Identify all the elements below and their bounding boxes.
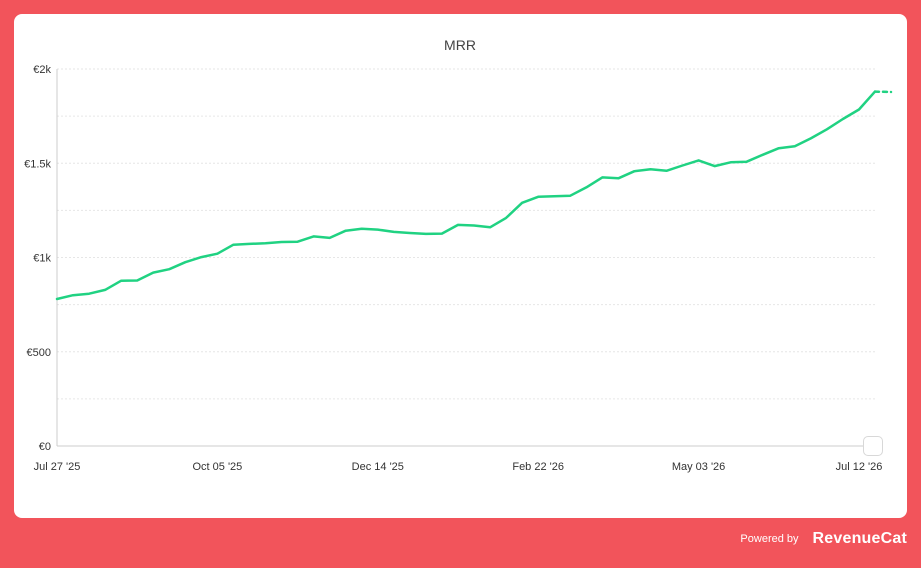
x-tick-label: May 03 '26: [672, 461, 725, 473]
mrr-series-line: [55, 90, 877, 301]
x-tick-label: Oct 05 '25: [192, 461, 242, 473]
chart-resize-handle[interactable]: [863, 436, 883, 456]
x-tick-label: Dec 14 '25: [352, 461, 404, 473]
footer: Powered by RevenueCat: [740, 530, 907, 548]
y-tick-label: €0: [39, 441, 51, 453]
mrr-chart: MRR €0 €500 €1k €1.5k €2k Jul 27 '25 Oct 05 '…: [24, 37, 893, 473]
x-tick-label: Feb 22 '26: [512, 461, 564, 473]
y-tick-label: €500: [27, 347, 51, 359]
y-tick-label: €2k: [33, 64, 51, 76]
revenuecat-logo[interactable]: RevenueCat: [812, 530, 907, 547]
y-tick-label: €1k: [33, 253, 51, 265]
x-tick-label: Jul 12 '26: [836, 461, 883, 473]
powered-by-label: Powered by: [740, 533, 799, 545]
chart-card: MRR €0 €500 €1k €1.5k €2k Jul 27 '25 Oct 05 '…: [14, 14, 907, 518]
chart-title: MRR: [444, 37, 476, 53]
x-tick-label: Jul 27 '25: [34, 461, 81, 473]
y-tick-label: €1.5k: [24, 158, 51, 170]
